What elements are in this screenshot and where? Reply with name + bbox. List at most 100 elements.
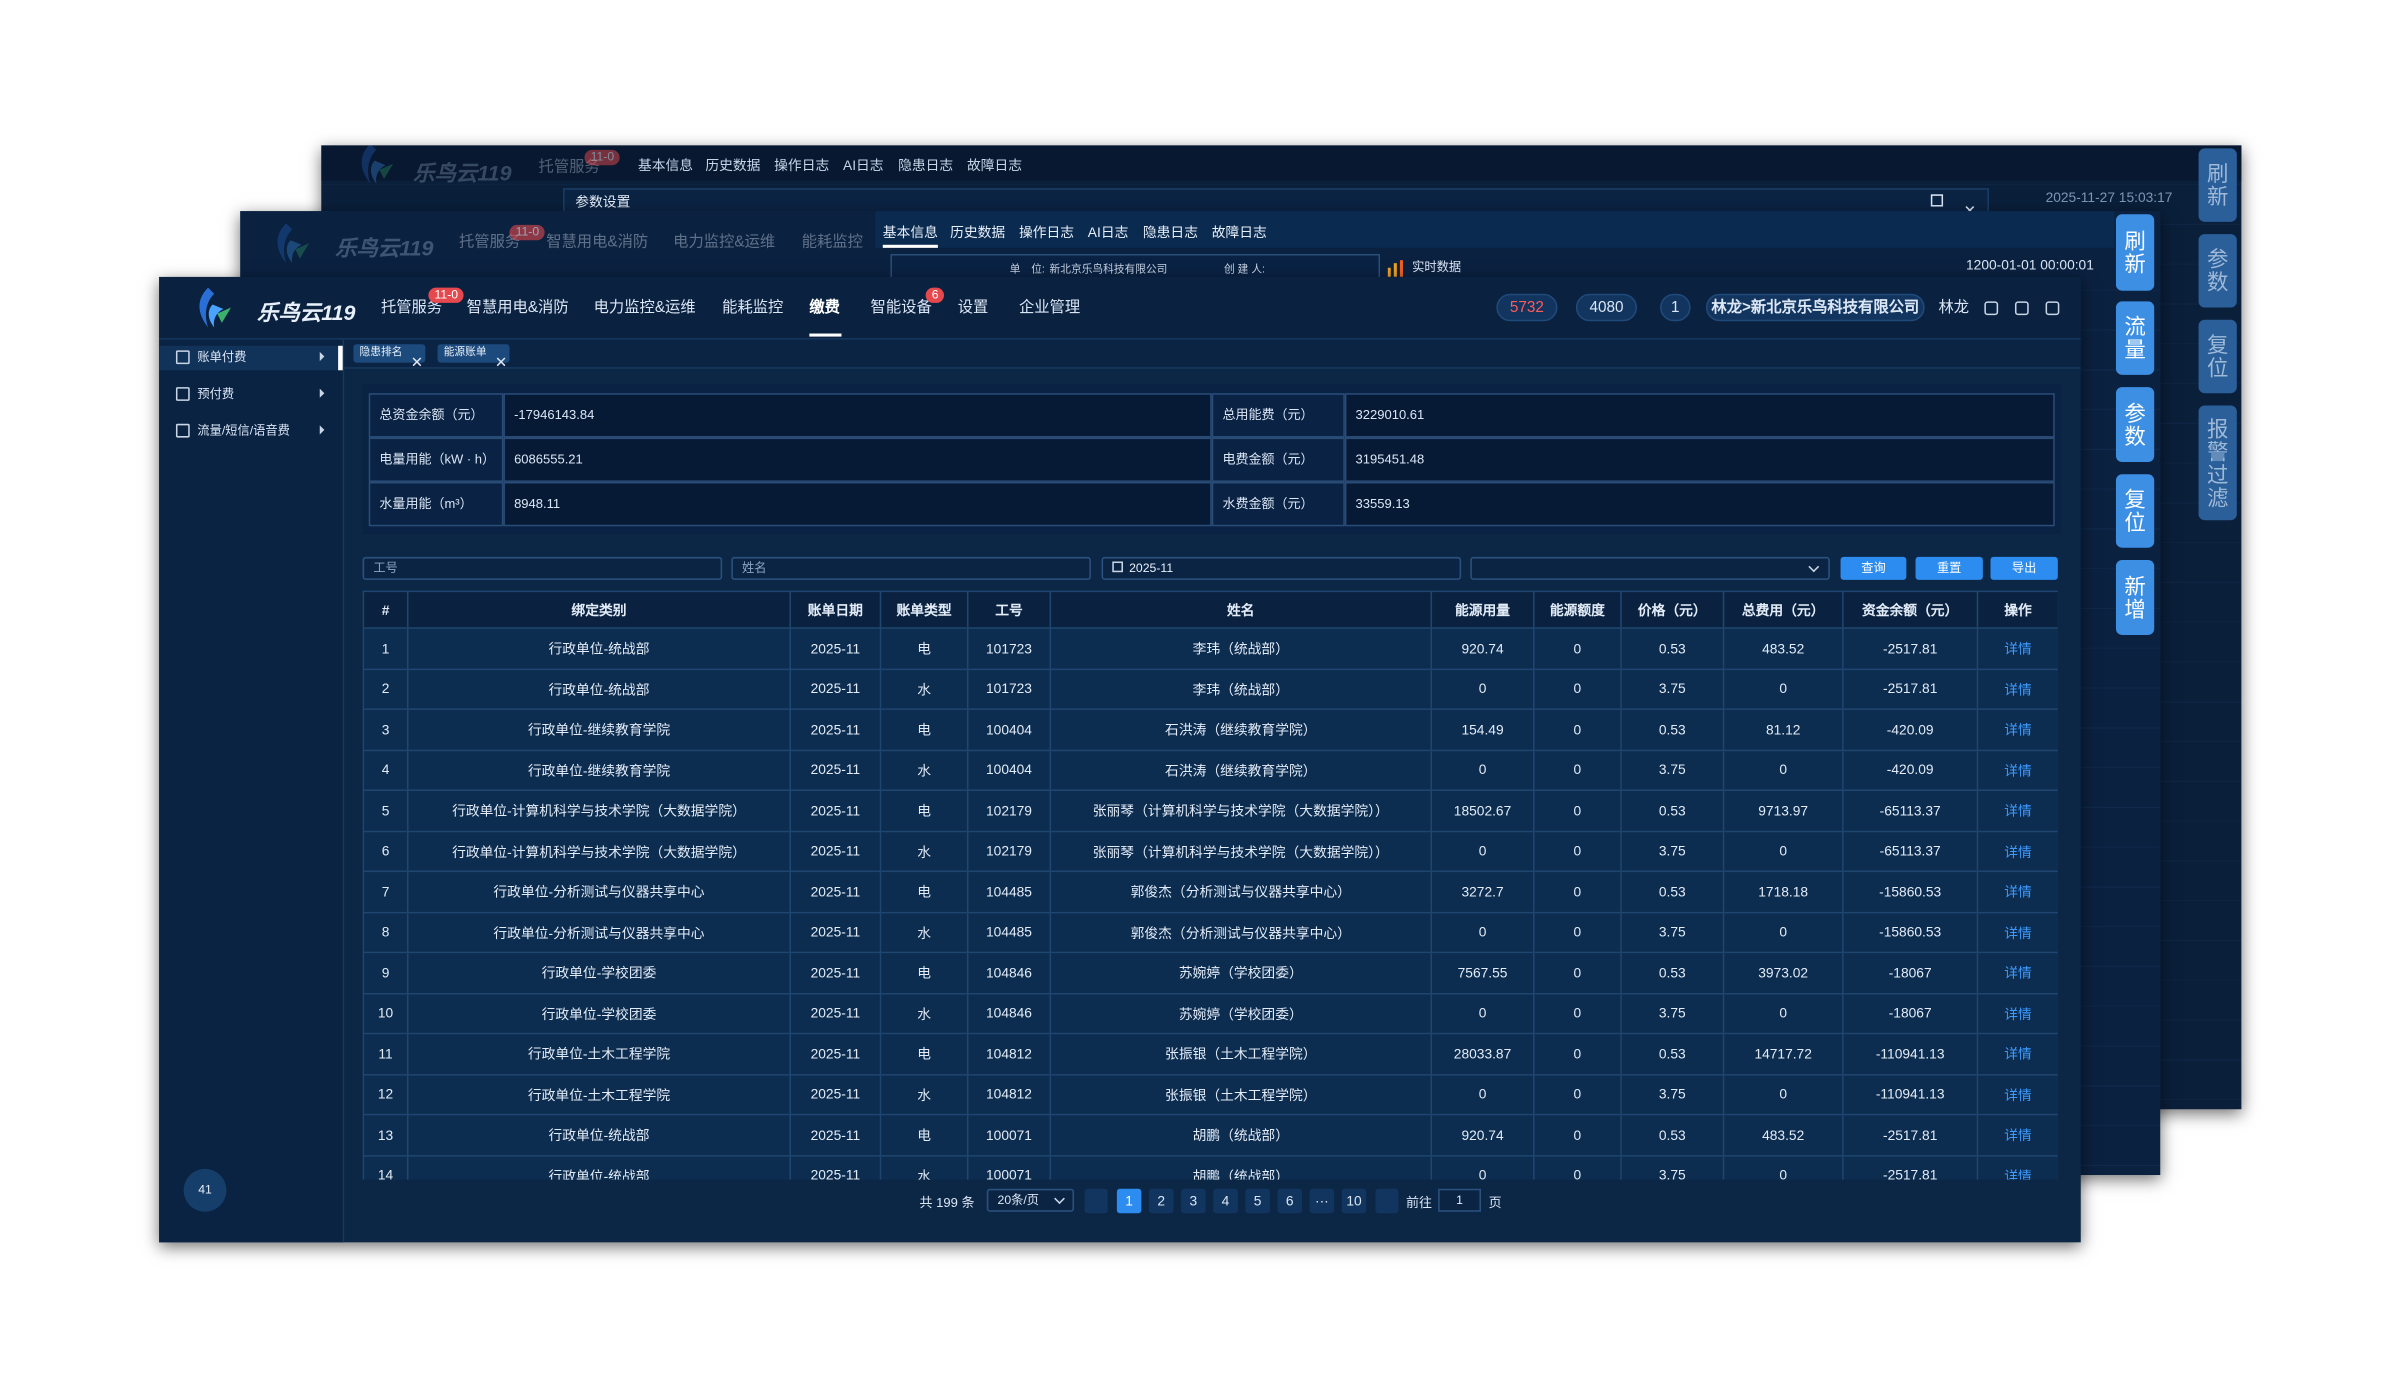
side-button[interactable]: 新增 — [2115, 559, 2155, 635]
nav-item[interactable]: 缴费 — [809, 299, 840, 317]
filter-input[interactable]: 姓名 — [731, 556, 1091, 580]
detail-link[interactable]: 详情 — [1976, 830, 2058, 873]
header-bar — [321, 145, 2242, 181]
filter-button[interactable]: 重置 — [1915, 556, 1983, 580]
tab[interactable]: 历史数据 — [705, 157, 761, 173]
detail-link[interactable]: 详情 — [1976, 1073, 2058, 1116]
side-button[interactable]: 复位 — [2198, 319, 2237, 394]
detail-link[interactable]: 详情 — [1976, 748, 2058, 791]
detail-link[interactable]: 详情 — [1976, 667, 2058, 710]
nav-item[interactable]: 托管服务 — [538, 159, 600, 176]
detail-link[interactable]: 详情 — [1976, 627, 2058, 670]
page-number[interactable]: 10 — [1341, 1188, 1367, 1214]
nav-item[interactable]: 能耗监控 — [801, 234, 863, 251]
side-button[interactable]: 参数 — [2115, 387, 2155, 463]
sidebar-item[interactable]: 账单付费 — [197, 350, 247, 365]
logo-svg — [361, 145, 394, 184]
tag[interactable] — [437, 344, 510, 363]
detail-link[interactable]: 详情 — [1976, 992, 2058, 1035]
tab[interactable]: 隐患日志 — [898, 157, 954, 173]
table-cell: 电 — [879, 870, 969, 913]
side-button[interactable]: 刷新 — [2115, 214, 2155, 291]
table-cell: 0.53 — [1620, 789, 1725, 832]
detail-link[interactable]: 详情 — [1976, 951, 2058, 994]
detail-link[interactable]: 详情 — [1976, 911, 2058, 954]
detail-link[interactable]: 详情 — [1976, 1032, 2058, 1075]
sidebar-item[interactable]: 流量/短信/语音费 — [197, 423, 290, 438]
tab[interactable]: 基本信息 — [882, 222, 938, 248]
filter-button[interactable]: 导出 — [1990, 556, 2058, 580]
table-cell: 9 — [362, 951, 409, 994]
page-number[interactable]: 3 — [1181, 1188, 1206, 1214]
page-number[interactable]: 2 — [1149, 1188, 1174, 1214]
tab[interactable]: AI日志 — [1087, 224, 1129, 241]
side-button[interactable]: 刷新 — [2198, 148, 2237, 222]
tab[interactable]: 故障日志 — [966, 157, 1023, 173]
count-pill[interactable]: 5732 — [1496, 293, 1558, 322]
user-name[interactable]: 林龙 — [1938, 299, 1970, 317]
detail-link[interactable]: 详情 — [1976, 789, 2058, 832]
tab[interactable]: 操作日志 — [774, 157, 830, 173]
sidebar — [159, 339, 345, 1243]
maximize-icon[interactable] — [1930, 194, 1944, 207]
table-cell: 483.52 — [1722, 1113, 1844, 1156]
detail-link[interactable]: 详情 — [1976, 708, 2058, 751]
nav-item[interactable]: 电力监控&运维 — [673, 234, 776, 251]
page-size[interactable]: 20条/页 — [986, 1188, 1075, 1212]
prev-page[interactable] — [1084, 1188, 1108, 1214]
count-pill[interactable]: 1 — [1660, 293, 1691, 322]
nav-item[interactable]: 设置 — [957, 299, 989, 317]
side-button[interactable]: 参数 — [2198, 234, 2237, 308]
total-count: 共 199 条 — [919, 1194, 975, 1211]
page-number[interactable]: 4 — [1213, 1188, 1238, 1214]
side-button[interactable]: 复位 — [2115, 474, 2155, 548]
page-number[interactable]: 5 — [1245, 1188, 1270, 1214]
page-number[interactable]: 1 — [1116, 1188, 1142, 1214]
nav-item[interactable]: 智慧用电&消防 — [466, 299, 569, 317]
month-picker[interactable]: 2025-11 — [1101, 556, 1462, 580]
info-label: 单 位: — [1009, 264, 1045, 276]
sidebar-badge[interactable]: 41 — [183, 1168, 227, 1212]
detail-link[interactable]: 详情 — [1976, 1154, 2058, 1180]
tab[interactable]: AI日志 — [843, 157, 884, 173]
tab[interactable]: 历史数据 — [950, 224, 1006, 241]
detail-link[interactable]: 详情 — [1976, 1113, 2058, 1156]
company-pill[interactable]: 林龙>新北京乐鸟科技有限公司 — [1705, 293, 1925, 322]
nav-item[interactable]: 能耗监控 — [722, 299, 784, 317]
nav-item[interactable]: 电力监控&运维 — [593, 299, 696, 317]
table-cell: 胡鹏（统战部） — [1049, 1154, 1433, 1180]
select-input[interactable] — [1470, 556, 1830, 580]
main-window: 乐鸟云119 托管服务 11-0 智慧用电&消防 电力监控&运维 能耗监控 缴费 智能设备 6 设… — [159, 276, 2081, 1243]
nav-item[interactable]: 托管服务 — [380, 299, 443, 317]
side-button[interactable]: 流量 — [2115, 301, 2155, 375]
close-icon[interactable] — [412, 347, 423, 375]
nav-item[interactable]: 企业管理 — [1018, 299, 1081, 317]
tab[interactable]: 操作日志 — [1018, 224, 1075, 241]
header-icon[interactable] — [1984, 301, 1999, 316]
nav-item[interactable]: 智能设备 — [870, 299, 932, 317]
tab[interactable]: 基本信息 — [637, 157, 694, 173]
tab[interactable]: 故障日志 — [1211, 224, 1267, 241]
table-row: 5 行政单位-计算机科学与技术学院（大数据学院） 2025-11 电 102179 张丽琴… — [362, 789, 2058, 832]
next-page[interactable] — [1375, 1188, 1399, 1214]
header-icon[interactable] — [2014, 301, 2029, 316]
detail-link[interactable]: 详情 — [1976, 870, 2058, 913]
goto-input[interactable]: 1 — [1438, 1188, 1482, 1212]
sidebar-item[interactable]: 预付费 — [197, 387, 235, 401]
nav-item[interactable]: 智慧用电&消防 — [546, 234, 649, 251]
tag-label[interactable]: 能源账单 — [443, 347, 487, 359]
table-cell: -65113.37 — [1842, 830, 1979, 873]
nav-item[interactable]: 托管服务 — [458, 234, 521, 251]
filter-input[interactable]: 工号 — [362, 556, 723, 580]
count-pill[interactable]: 4080 — [1575, 293, 1638, 322]
tag[interactable] — [353, 344, 426, 363]
page-number[interactable]: 6 — [1277, 1188, 1303, 1214]
tag-label[interactable]: 隐患排名 — [359, 347, 403, 359]
close-icon[interactable] — [496, 347, 507, 375]
page-number[interactable]: ··· — [1309, 1188, 1335, 1214]
filter-button[interactable]: 查询 — [1840, 556, 1907, 580]
logo-svg — [199, 287, 232, 328]
tab[interactable]: 隐患日志 — [1142, 224, 1198, 241]
header-icon[interactable] — [2045, 301, 2060, 316]
side-button[interactable]: 报警过滤 — [2198, 405, 2237, 521]
